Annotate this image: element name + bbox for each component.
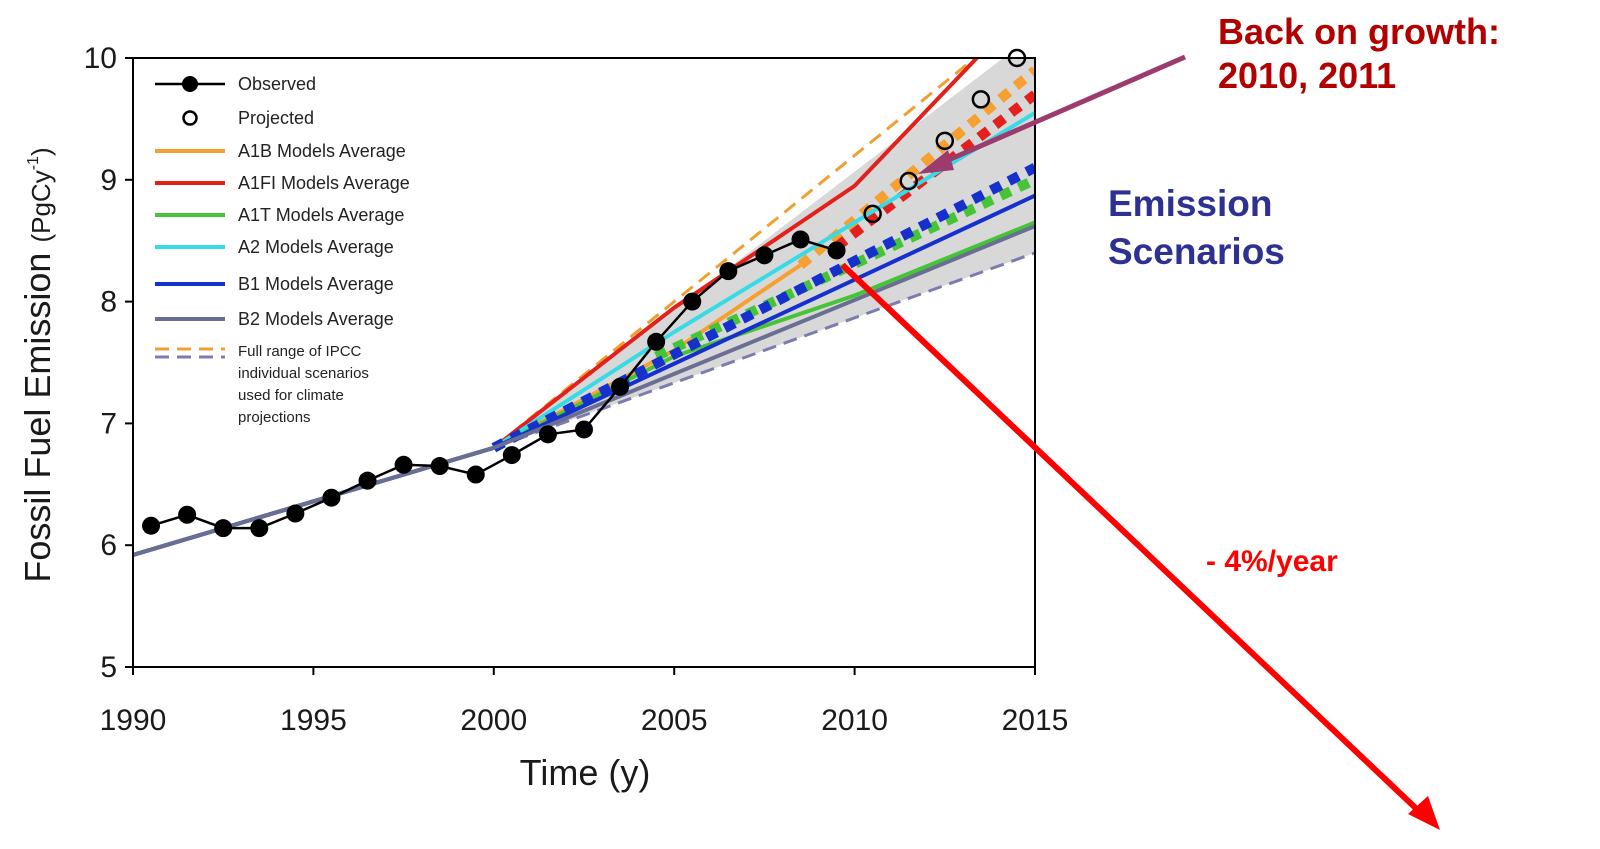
y-tick-label: 6 xyxy=(100,529,117,562)
growth-annotation: Back on growth: 2010, 2011 xyxy=(1218,10,1500,98)
scenarios-annotation: Emission Scenarios xyxy=(1108,180,1285,276)
y-tick-label: 5 xyxy=(100,651,117,684)
plot-frame xyxy=(132,57,1036,668)
projected-point xyxy=(971,90,991,109)
scenarios-annotation-line2: Scenarios xyxy=(1108,231,1285,272)
series-dotted-b1 xyxy=(491,163,1035,453)
range-line-lower xyxy=(493,251,1035,450)
legend-label-b1: B1 Models Average xyxy=(238,274,394,294)
legend-swatch-observed-dot xyxy=(182,76,198,92)
y-axis-label-unit: (PgCy xyxy=(26,170,56,242)
growth-arrow xyxy=(929,54,1186,171)
legend-label-range: individual scenarios xyxy=(238,365,369,382)
observed-point xyxy=(575,420,593,439)
projected-point xyxy=(899,171,918,191)
projected-point xyxy=(863,204,882,224)
reduction-arrow-head xyxy=(1408,796,1440,830)
projected-point xyxy=(935,131,955,151)
observed-point xyxy=(358,471,377,490)
y-axis-label-unit-sup: -1 xyxy=(25,156,42,170)
y-tick-label: 9 xyxy=(100,164,117,197)
y-axis-label-main: Fossil Fuel Emission xyxy=(17,243,58,583)
legend-label-projected: Projected xyxy=(238,108,314,128)
observed-point xyxy=(142,516,161,535)
legend-label-range: projections xyxy=(238,409,311,426)
x-axis-label: Time (y) xyxy=(520,752,651,793)
observed-point xyxy=(178,505,197,524)
reduction-arrow xyxy=(840,262,1426,818)
x-tick-label: 1990 xyxy=(100,704,167,737)
legend-label-a2: A2 Models Average xyxy=(238,237,394,257)
scenarios-annotation-line1: Emission xyxy=(1108,183,1273,224)
y-tick-label: 7 xyxy=(100,407,117,440)
observed-point xyxy=(322,488,341,507)
x-tick-label: 2000 xyxy=(460,704,527,737)
legend-swatch-projected xyxy=(182,110,198,126)
growth-annotation-line1: Back on growth: xyxy=(1218,11,1501,52)
legend-label-b2: B2 Models Average xyxy=(238,309,394,329)
x-tick-label: 2010 xyxy=(821,704,888,737)
legend: Observed Projected A1B Models Average A1FI … xyxy=(155,74,410,426)
observed-point xyxy=(827,241,846,260)
observed-point xyxy=(719,262,738,281)
y-axis-label: Fossil Fuel Emission (PgCy-1) xyxy=(17,147,58,582)
observed-point xyxy=(466,465,485,484)
observed-point xyxy=(250,519,269,538)
x-tick-label: 2015 xyxy=(1002,704,1069,737)
y-tick-label: 10 xyxy=(84,42,117,75)
y-axis-label-unit-close: ) xyxy=(26,147,56,156)
legend-label-range: Full range of IPCC xyxy=(238,343,362,360)
growth-annotation-line2: 2010, 2011 xyxy=(1218,55,1397,96)
legend-label-a1fi: A1FI Models Average xyxy=(238,173,410,193)
observed-point xyxy=(791,230,810,249)
range-line-upper xyxy=(492,58,978,449)
legend-label-observed: Observed xyxy=(238,74,316,94)
observed-point xyxy=(214,519,233,538)
growth-arrow-head xyxy=(918,150,954,174)
observed-point xyxy=(683,292,702,311)
observed-point xyxy=(430,457,449,476)
x-tick-label: 1995 xyxy=(280,704,347,737)
reduction-rate-label: - 4%/year xyxy=(1206,545,1338,578)
observed-point xyxy=(538,425,557,444)
y-tick-label: 8 xyxy=(100,286,117,319)
observed-point xyxy=(755,246,774,265)
x-tick-label: 2005 xyxy=(641,704,708,737)
observed-point xyxy=(611,377,630,396)
legend-label-a1t: A1T Models Average xyxy=(238,205,404,225)
legend-label-a1b: A1B Models Average xyxy=(238,141,406,161)
observed-point xyxy=(286,504,305,523)
observed-point xyxy=(394,455,413,474)
legend-label-range: used for climate xyxy=(238,387,344,404)
observed-point xyxy=(647,332,666,351)
series-line-b2 xyxy=(133,224,1035,557)
observed-point xyxy=(502,446,521,465)
